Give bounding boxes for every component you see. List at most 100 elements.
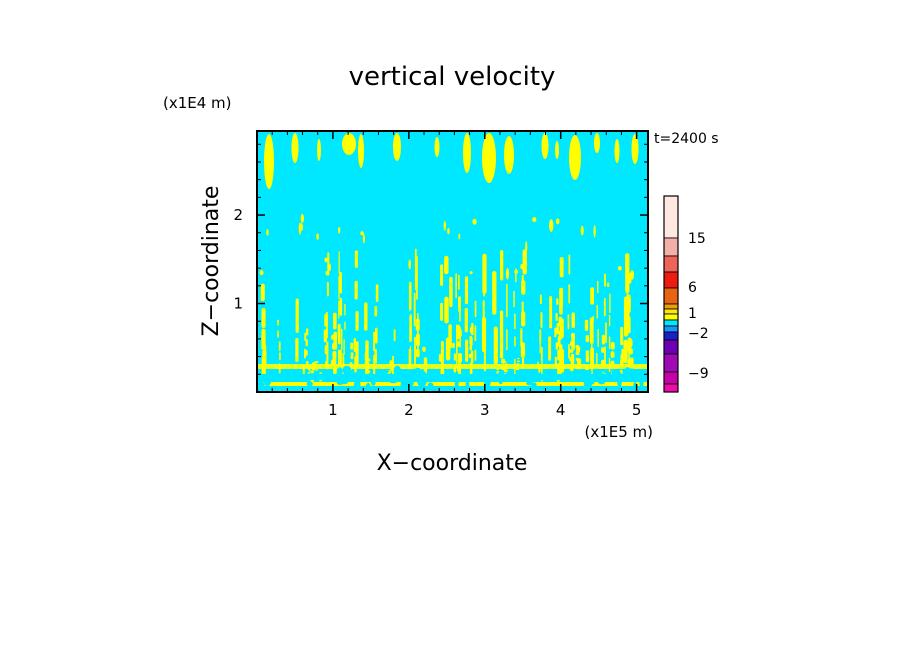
field-cell	[525, 241, 528, 254]
field-streak	[261, 372, 264, 374]
field-streak	[338, 251, 340, 274]
field-streak	[465, 339, 469, 362]
field-cell	[519, 375, 525, 381]
field-cell	[537, 374, 541, 382]
field-cell	[353, 380, 361, 390]
field-streak	[506, 283, 508, 318]
field-cell	[393, 365, 401, 376]
field-streak	[449, 276, 453, 308]
colorbar-labels: 15 6 1 −2 −9	[688, 231, 709, 382]
field-streak	[444, 296, 449, 324]
field-streak	[591, 353, 593, 364]
y-unit-label: (x1E4 m)	[163, 94, 232, 112]
velocity-field	[257, 131, 648, 392]
field-cell	[630, 270, 634, 280]
field-patch	[358, 134, 364, 168]
field-cell	[257, 371, 262, 379]
field-streak	[539, 337, 541, 354]
field-cell	[617, 266, 622, 271]
field-streak	[567, 314, 570, 330]
field-patch	[317, 139, 321, 161]
field-streak	[388, 370, 392, 372]
field-streak	[520, 328, 523, 347]
x-axis: 1 2 3 4 5	[271, 131, 641, 419]
field-cell	[360, 231, 364, 236]
colorbar-swatch	[663, 383, 679, 393]
field-streak	[601, 347, 605, 353]
y-tick-label: 2	[233, 206, 243, 224]
field-streak	[592, 315, 594, 323]
field-streak	[306, 328, 309, 336]
field-cell	[342, 365, 352, 375]
chart-title: vertical velocity	[349, 62, 556, 92]
field-streak	[440, 302, 444, 321]
field-cell	[514, 270, 519, 274]
field-cell	[555, 218, 560, 225]
field-streak	[470, 336, 473, 346]
field-streak	[367, 358, 371, 362]
field-streak	[343, 339, 345, 355]
field-streak	[304, 348, 306, 359]
field-streak	[375, 284, 379, 302]
field-streak	[409, 315, 412, 342]
x-tick-label: 4	[556, 401, 566, 419]
field-streak	[516, 360, 520, 363]
field-streak	[555, 342, 558, 350]
field-streak	[333, 367, 337, 375]
field-streak	[314, 361, 319, 363]
field-streak	[333, 312, 337, 330]
field-streak	[367, 370, 371, 374]
field-patch	[555, 141, 559, 159]
field-cell	[567, 372, 572, 380]
field-streak	[621, 348, 624, 356]
field-streak	[571, 312, 575, 328]
field-cell	[572, 368, 577, 379]
field-cell	[454, 378, 459, 388]
field-cell	[591, 375, 596, 380]
field-cell	[472, 377, 480, 383]
field-patch	[594, 133, 600, 153]
field-streak	[261, 328, 266, 348]
field-streak	[440, 264, 444, 286]
field-cell	[617, 378, 622, 387]
colorbar-frame	[663, 195, 679, 393]
field-patch	[342, 133, 356, 155]
field-streak	[339, 272, 342, 294]
field-cell	[300, 213, 304, 223]
x-axis-label: X−coordinate	[377, 451, 528, 476]
field-cell	[408, 259, 412, 270]
field-streak	[332, 350, 337, 365]
field-streak	[501, 358, 505, 364]
colorbar-swatch	[663, 371, 679, 385]
field-streak	[628, 342, 630, 364]
field-streak	[310, 370, 314, 374]
field-streak	[559, 318, 564, 338]
field-streak	[307, 372, 311, 374]
field-streak	[539, 294, 542, 305]
field-streak	[521, 280, 526, 295]
field-cell	[416, 369, 423, 375]
field-streak	[353, 338, 356, 353]
field-streak	[548, 336, 552, 361]
field-streak	[503, 369, 508, 372]
field-cell	[472, 218, 477, 225]
time-label: t=2400 s	[654, 131, 719, 147]
field-streak	[592, 328, 594, 336]
field-streak	[295, 338, 299, 362]
field-streak	[458, 274, 460, 290]
field-streak	[314, 369, 319, 371]
field-streak	[264, 344, 267, 357]
field-streak	[560, 349, 564, 373]
field-cell	[324, 257, 328, 263]
field-streak	[604, 273, 606, 287]
field-streak	[387, 373, 391, 374]
field-patch	[631, 134, 639, 164]
field-streak	[559, 257, 564, 278]
field-streak	[277, 330, 279, 338]
field-streak	[584, 319, 589, 331]
colorbar-label: 1	[688, 306, 697, 322]
field-cell	[303, 376, 311, 381]
field-cell	[427, 382, 434, 389]
field-streak	[366, 354, 369, 357]
